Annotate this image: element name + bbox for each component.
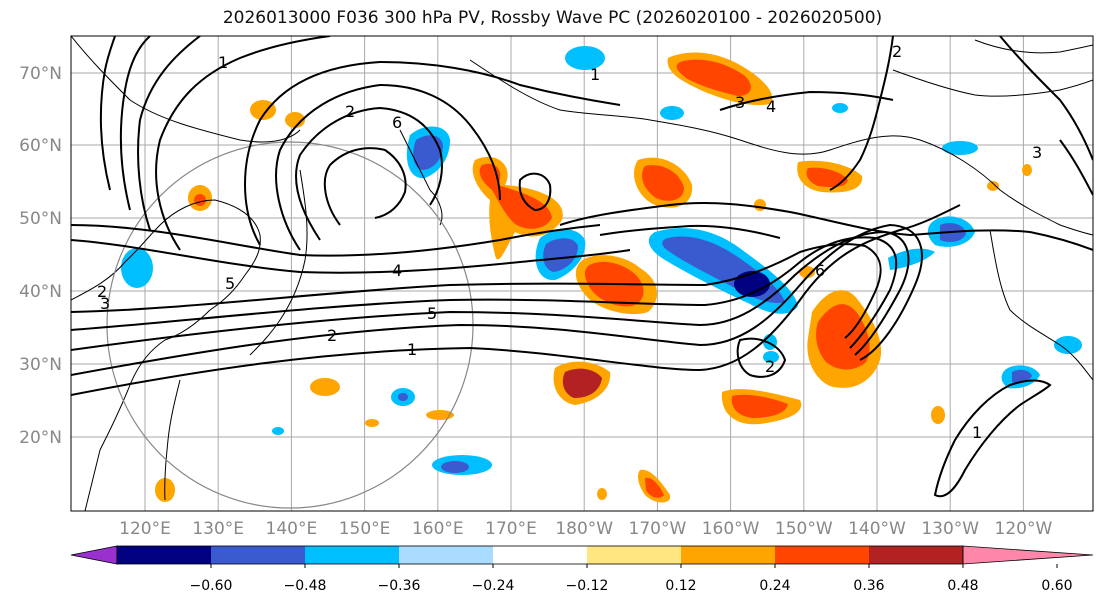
lat-label: 60°N xyxy=(19,136,62,156)
contour-label-3b: 3 xyxy=(735,93,745,112)
colorbar-label: 0.36 xyxy=(853,578,884,594)
contour-label-1: 1 xyxy=(407,340,417,359)
lat-label: 30°N xyxy=(19,355,62,375)
lat-label: 70°N xyxy=(19,64,62,84)
lon-label: 160°W xyxy=(702,519,760,539)
lon-label: 180°W xyxy=(555,519,613,539)
contour-label-5b: 5 xyxy=(225,274,235,293)
colorbar-label: −0.12 xyxy=(566,578,609,594)
colorbar-segment xyxy=(681,546,775,564)
lon-label: 150°E xyxy=(339,519,391,539)
positive-anomaly-gulf xyxy=(634,157,863,208)
lat-label: 50°N xyxy=(19,209,62,229)
colorbar-segment xyxy=(493,546,587,564)
colorbar-segment xyxy=(775,546,869,564)
lon-label: 140°E xyxy=(266,519,318,539)
lat-label: 20°N xyxy=(19,428,62,448)
colorbar-label: −0.60 xyxy=(190,578,233,594)
colorbar-border xyxy=(116,545,964,565)
contour-label-5: 5 xyxy=(427,304,437,323)
contour-label-1d: 1 xyxy=(590,65,600,84)
lon-label: 120°E xyxy=(119,519,171,539)
contour-label-2b: 2 xyxy=(345,102,355,121)
colorbar-segment xyxy=(211,546,305,564)
positive-anomaly-alaska xyxy=(667,52,773,106)
colorbar-segment xyxy=(399,546,493,564)
pv-contours xyxy=(71,36,1093,498)
contour-label-2e: 2 xyxy=(892,42,902,61)
positive-anomaly-small xyxy=(155,100,1032,502)
contour-labels: 1 2 3 4 5 6 2 2 5 6 2 1 1 2 3 4 3 1 xyxy=(97,42,1042,442)
contour-label-1b: 1 xyxy=(972,423,982,442)
contour-label-2d: 2 xyxy=(765,357,775,376)
lon-label: 170°E xyxy=(485,519,537,539)
colorbar-label: 0.24 xyxy=(759,578,790,594)
map-title: 2026013000 F036 300 hPa PV, Rossby Wave … xyxy=(222,8,883,28)
contour-label-4: 4 xyxy=(392,261,402,280)
lon-label: 140°W xyxy=(848,519,906,539)
colorbar-labels: −0.60 −0.48 −0.36 −0.24 −0.12 0.12 0.24 0.36 0.4… xyxy=(190,564,1073,594)
coastlines xyxy=(71,36,1093,511)
colorbar-segment xyxy=(869,546,963,564)
negative-anomaly-small xyxy=(121,46,978,475)
colorbar-label: −0.24 xyxy=(472,578,515,594)
negative-anomaly-central xyxy=(648,228,798,314)
colorbar-label: 0.48 xyxy=(947,578,978,594)
lon-label: 160°E xyxy=(412,519,464,539)
longitude-labels: 120°E 130°E 140°E 150°E 160°E 170°E 180°W 170°W… xyxy=(119,519,1052,539)
colorbar-segment xyxy=(117,546,211,564)
colorbar-extend-low xyxy=(70,545,118,565)
colorbar-extend-high xyxy=(962,545,1094,565)
contour-label-4b: 4 xyxy=(766,97,776,116)
colorbar-segment xyxy=(305,546,399,564)
map-border xyxy=(70,35,1094,512)
contour-label-2: 2 xyxy=(327,326,337,345)
lon-label: 130°E xyxy=(192,519,244,539)
contour-label-3: 3 xyxy=(100,294,110,313)
contour-label-3c: 3 xyxy=(1032,143,1042,162)
lon-label: 120°W xyxy=(995,519,1053,539)
contour-label-2c: 2 xyxy=(97,282,107,301)
colorbar-label: −0.48 xyxy=(284,578,327,594)
rossby-wave-pc-shading xyxy=(121,46,1082,503)
lat-label: 40°N xyxy=(19,282,62,302)
contour-label-1c: 1 xyxy=(218,53,228,72)
latitude-labels: 70°N 60°N 50°N 40°N 30°N 20°N xyxy=(19,64,62,448)
colorbar-label: 0.12 xyxy=(665,578,696,594)
positive-anomaly-dateline xyxy=(472,156,658,315)
colorbar xyxy=(70,545,1094,565)
contour-label-6: 6 xyxy=(392,113,402,132)
contour-label-6b: 6 xyxy=(815,261,825,280)
colorbar-label: 0.60 xyxy=(1041,578,1072,594)
lon-label: 130°W xyxy=(921,519,979,539)
colorbar-label: −0.36 xyxy=(378,578,421,594)
lon-label: 170°W xyxy=(629,519,687,539)
negative-anomaly-dateline xyxy=(535,229,586,281)
lon-label: 150°W xyxy=(775,519,833,539)
colorbar-segment xyxy=(587,546,681,564)
